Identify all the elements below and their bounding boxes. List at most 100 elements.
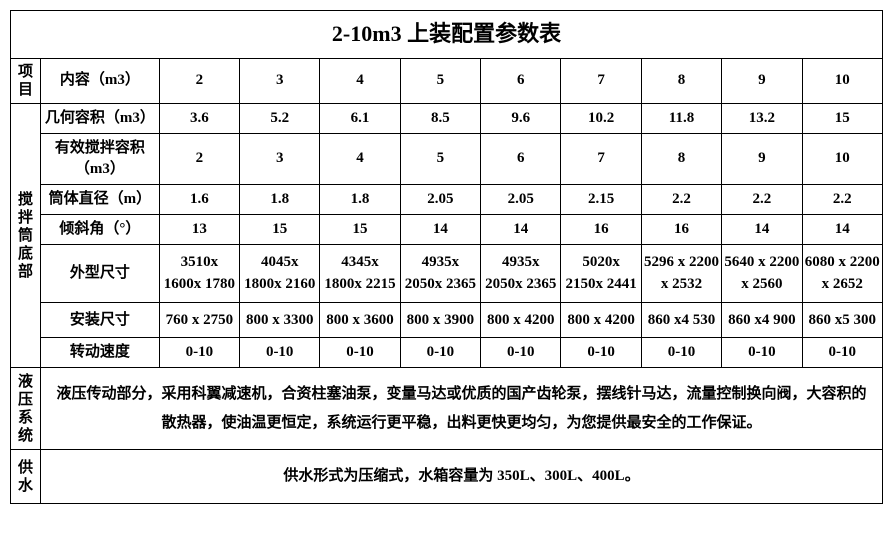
row-label: 外型尺寸 — [41, 244, 160, 302]
header-label: 内容（m3） — [41, 58, 160, 103]
cell: 3 — [240, 133, 320, 184]
cell: 0-10 — [159, 338, 239, 368]
cell: 14 — [802, 214, 882, 244]
side-label-drum: 搅拌筒底部 — [11, 103, 41, 368]
side-label-project: 项目 — [11, 58, 41, 103]
cell: 2.05 — [481, 184, 561, 214]
col-header-1: 3 — [240, 58, 320, 103]
cell: 1.8 — [320, 184, 400, 214]
cell: 9 — [722, 133, 802, 184]
cell: 14 — [400, 214, 480, 244]
cell: 4 — [320, 133, 400, 184]
row-label: 倾斜角（°） — [41, 214, 160, 244]
table-row: 2-10m3 上装配置参数表 — [11, 11, 883, 59]
cell: 15 — [802, 103, 882, 133]
cell: 16 — [561, 214, 641, 244]
side-label-hydraulic: 液压系统 — [11, 368, 41, 450]
table-row: 安装尺寸760 x 2750800 x 3300800 x 3600800 x … — [11, 302, 883, 338]
table-row: 有效搅拌容积（m3）2345678910 — [11, 133, 883, 184]
cell: 760 x 2750 — [159, 302, 239, 338]
row-label: 安装尺寸 — [41, 302, 160, 338]
cell: 2.2 — [802, 184, 882, 214]
cell: 5 — [400, 133, 480, 184]
cell: 4345x 1800x 2215 — [320, 244, 400, 302]
table-row: 搅拌筒底部几何容积（m3）3.65.26.18.59.610.211.813.2… — [11, 103, 883, 133]
cell: 14 — [722, 214, 802, 244]
cell: 0-10 — [802, 338, 882, 368]
table-body: 2-10m3 上装配置参数表项目内容（m3）2345678910搅拌筒底部几何容… — [11, 11, 883, 504]
cell: 1.6 — [159, 184, 239, 214]
col-header-8: 10 — [802, 58, 882, 103]
cell: 14 — [481, 214, 561, 244]
cell: 5640 x 2200 x 2560 — [722, 244, 802, 302]
config-table: 2-10m3 上装配置参数表项目内容（m3）2345678910搅拌筒底部几何容… — [10, 10, 883, 504]
table-row: 液压系统液压传动部分，采用科翼减速机，合资柱塞油泵，变量马达或优质的国产齿轮泵，… — [11, 368, 883, 450]
row-label: 转动速度 — [41, 338, 160, 368]
cell: 6 — [481, 133, 561, 184]
cell: 0-10 — [722, 338, 802, 368]
side-label-water: 供水 — [11, 450, 41, 504]
table-row: 供水供水形式为压缩式，水箱容量为 350L、300L、400L。 — [11, 450, 883, 504]
cell: 4045x 1800x 2160 — [240, 244, 320, 302]
water-text: 供水形式为压缩式，水箱容量为 350L、300L、400L。 — [41, 450, 883, 504]
cell: 5020x 2150x 2441 — [561, 244, 641, 302]
table-row: 倾斜角（°）131515141416161414 — [11, 214, 883, 244]
cell: 7 — [561, 133, 641, 184]
col-header-4: 6 — [481, 58, 561, 103]
cell: 860 x4 530 — [641, 302, 721, 338]
col-header-6: 8 — [641, 58, 721, 103]
cell: 9.6 — [481, 103, 561, 133]
cell: 800 x 4200 — [561, 302, 641, 338]
cell: 8 — [641, 133, 721, 184]
cell: 2.05 — [400, 184, 480, 214]
cell: 3.6 — [159, 103, 239, 133]
cell: 4935x 2050x 2365 — [400, 244, 480, 302]
row-label: 筒体直径（m） — [41, 184, 160, 214]
cell: 2 — [159, 133, 239, 184]
cell: 800 x 3600 — [320, 302, 400, 338]
col-header-7: 9 — [722, 58, 802, 103]
cell: 0-10 — [481, 338, 561, 368]
cell: 860 x4 900 — [722, 302, 802, 338]
cell: 800 x 3900 — [400, 302, 480, 338]
cell: 2.2 — [641, 184, 721, 214]
cell: 3510x 1600x 1780 — [159, 244, 239, 302]
cell: 16 — [641, 214, 721, 244]
cell: 0-10 — [400, 338, 480, 368]
col-header-5: 7 — [561, 58, 641, 103]
cell: 5.2 — [240, 103, 320, 133]
cell: 13.2 — [722, 103, 802, 133]
row-label: 有效搅拌容积（m3） — [41, 133, 160, 184]
col-header-2: 4 — [320, 58, 400, 103]
table-title: 2-10m3 上装配置参数表 — [11, 11, 883, 59]
hydraulic-text: 液压传动部分，采用科翼减速机，合资柱塞油泵，变量马达或优质的国产齿轮泵，摆线针马… — [41, 368, 883, 450]
col-header-3: 5 — [400, 58, 480, 103]
cell: 1.8 — [240, 184, 320, 214]
cell: 15 — [240, 214, 320, 244]
cell: 8.5 — [400, 103, 480, 133]
table-row: 外型尺寸3510x 1600x 17804045x 1800x 21604345… — [11, 244, 883, 302]
cell: 0-10 — [320, 338, 400, 368]
cell: 800 x 3300 — [240, 302, 320, 338]
cell: 0-10 — [240, 338, 320, 368]
cell: 2.2 — [722, 184, 802, 214]
cell: 15 — [320, 214, 400, 244]
cell: 0-10 — [561, 338, 641, 368]
col-header-0: 2 — [159, 58, 239, 103]
cell: 10 — [802, 133, 882, 184]
cell: 6080 x 2200 x 2652 — [802, 244, 882, 302]
cell: 11.8 — [641, 103, 721, 133]
cell: 2.15 — [561, 184, 641, 214]
cell: 10.2 — [561, 103, 641, 133]
cell: 5296 x 2200 x 2532 — [641, 244, 721, 302]
row-label: 几何容积（m3） — [41, 103, 160, 133]
cell: 13 — [159, 214, 239, 244]
cell: 860 x5 300 — [802, 302, 882, 338]
cell: 0-10 — [641, 338, 721, 368]
table-row: 项目内容（m3）2345678910 — [11, 58, 883, 103]
cell: 6.1 — [320, 103, 400, 133]
table-row: 转动速度0-100-100-100-100-100-100-100-100-10 — [11, 338, 883, 368]
cell: 800 x 4200 — [481, 302, 561, 338]
table-row: 筒体直径（m）1.61.81.82.052.052.152.22.22.2 — [11, 184, 883, 214]
cell: 4935x 2050x 2365 — [481, 244, 561, 302]
